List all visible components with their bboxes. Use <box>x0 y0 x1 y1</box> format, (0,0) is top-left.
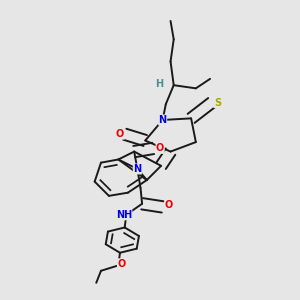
Text: H: H <box>155 79 164 88</box>
Text: O: O <box>165 200 173 210</box>
Text: NH: NH <box>116 210 132 220</box>
Text: O: O <box>117 259 126 269</box>
Text: O: O <box>116 129 124 139</box>
Text: N: N <box>159 115 167 125</box>
Text: N: N <box>133 164 141 174</box>
Text: O: O <box>156 143 164 153</box>
Text: S: S <box>214 98 221 108</box>
